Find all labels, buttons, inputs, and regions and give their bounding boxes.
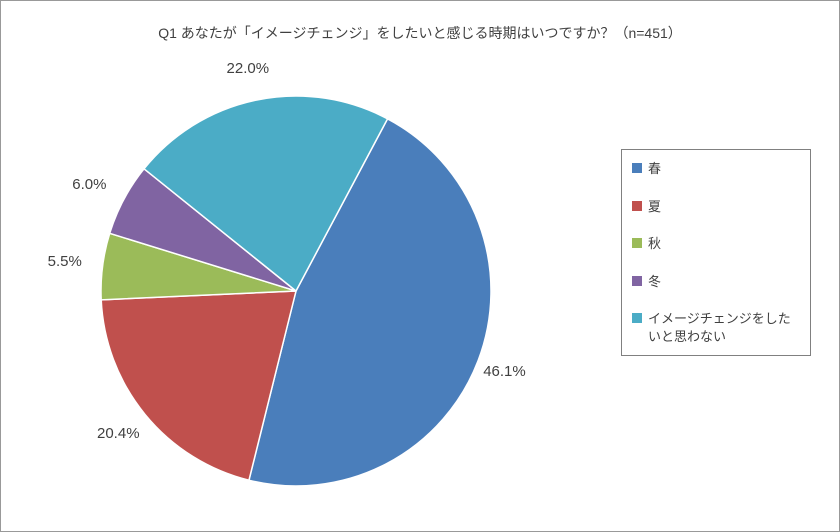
slice-value-label: 20.4% <box>97 425 140 442</box>
legend-swatch <box>632 313 642 323</box>
legend-label: イメージチェンジをしたいと思わない <box>648 310 800 345</box>
legend-item: 春 <box>632 160 800 178</box>
legend: 春夏秋冬イメージチェンジをしたいと思わない <box>621 149 811 356</box>
legend-swatch <box>632 276 642 286</box>
slice-value-label: 5.5% <box>48 253 82 270</box>
legend-item: 秋 <box>632 235 800 253</box>
legend-swatch <box>632 201 642 211</box>
legend-item: イメージチェンジをしたいと思わない <box>632 310 800 345</box>
chart-container: Q1 あなたが「イメージチェンジ」をしたいと感じる時期はいつですか？（n=451… <box>0 0 840 532</box>
slice-value-label: 46.1% <box>483 363 526 380</box>
legend-label: 冬 <box>648 273 661 291</box>
legend-label: 夏 <box>648 198 661 216</box>
legend-label: 春 <box>648 160 661 178</box>
legend-label: 秋 <box>648 235 661 253</box>
legend-item: 冬 <box>632 273 800 291</box>
pie-area: 46.1%20.4%5.5%6.0%22.0% <box>61 61 531 511</box>
chart-title: Q1 あなたが「イメージチェンジ」をしたいと感じる時期はいつですか？（n=451… <box>1 23 839 43</box>
slice-value-label: 22.0% <box>227 60 270 77</box>
legend-swatch <box>632 163 642 173</box>
legend-swatch <box>632 238 642 248</box>
slice-value-label: 6.0% <box>72 176 106 193</box>
legend-item: 夏 <box>632 198 800 216</box>
pie-chart-svg <box>61 61 531 511</box>
